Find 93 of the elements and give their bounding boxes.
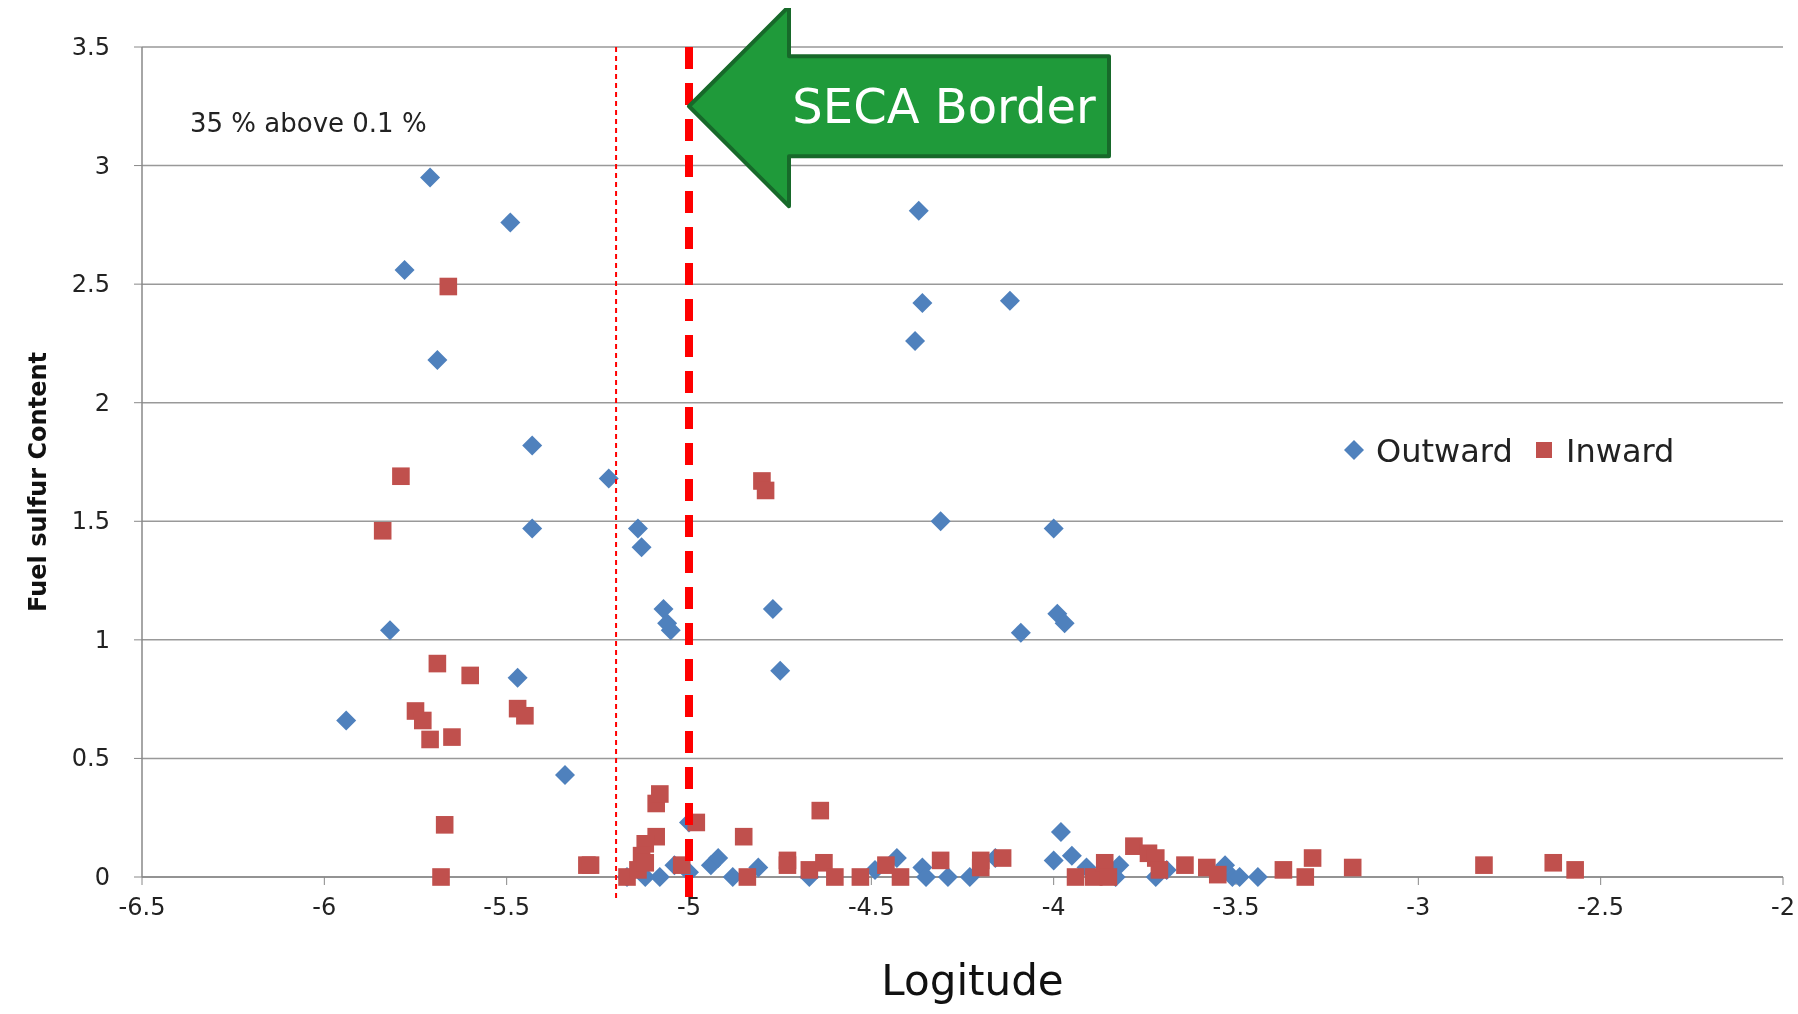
x-tick-label: -2 bbox=[1771, 893, 1795, 921]
point bbox=[770, 660, 791, 681]
point bbox=[916, 867, 937, 887]
point bbox=[1247, 867, 1268, 887]
y-tick-label: 3 bbox=[94, 151, 110, 180]
point bbox=[937, 867, 958, 887]
point bbox=[435, 816, 454, 834]
point bbox=[778, 856, 797, 874]
point bbox=[891, 868, 910, 886]
x-tick-label: -5.5 bbox=[483, 893, 531, 921]
point bbox=[555, 765, 576, 786]
y-tick-label: 2 bbox=[94, 388, 110, 417]
point bbox=[993, 849, 1012, 867]
point bbox=[627, 518, 648, 539]
point bbox=[738, 868, 757, 886]
annotation: SECA Border bbox=[792, 78, 1096, 135]
point bbox=[428, 654, 447, 673]
point bbox=[811, 801, 830, 820]
point bbox=[653, 599, 674, 620]
point bbox=[908, 200, 929, 221]
point bbox=[912, 293, 933, 314]
point bbox=[379, 620, 400, 641]
point bbox=[373, 521, 392, 540]
point bbox=[1208, 865, 1227, 884]
point bbox=[708, 848, 729, 869]
point bbox=[394, 259, 415, 280]
point bbox=[336, 710, 357, 731]
point bbox=[1043, 518, 1064, 539]
point bbox=[631, 537, 652, 558]
point bbox=[420, 167, 441, 188]
x-axis-title: Logitude bbox=[881, 956, 1064, 1005]
point bbox=[1566, 861, 1584, 879]
point bbox=[1050, 821, 1071, 842]
legend-label: Inward bbox=[1566, 432, 1675, 470]
point bbox=[971, 858, 990, 877]
point bbox=[439, 277, 458, 296]
point bbox=[826, 868, 844, 886]
point bbox=[651, 785, 669, 803]
x-tick-label: -3.5 bbox=[1212, 893, 1260, 921]
point bbox=[734, 827, 753, 846]
point bbox=[1150, 861, 1169, 879]
point bbox=[1343, 858, 1362, 877]
y-axis-title: Fuel sulfur Content bbox=[24, 352, 52, 612]
y-tick-label: 2.5 bbox=[71, 270, 110, 299]
point bbox=[461, 666, 479, 685]
point bbox=[598, 468, 619, 489]
point bbox=[392, 467, 410, 486]
point bbox=[1176, 856, 1194, 874]
x-tick-label: -5 bbox=[677, 893, 701, 921]
x-tick-label: -6.5 bbox=[118, 893, 166, 921]
point bbox=[413, 711, 432, 730]
x-tick-label: -4 bbox=[1041, 893, 1066, 921]
y-tick-label: 1.5 bbox=[71, 507, 110, 536]
point bbox=[1061, 845, 1082, 866]
point bbox=[1475, 856, 1493, 874]
point bbox=[649, 867, 670, 887]
point bbox=[877, 856, 895, 874]
point bbox=[1544, 853, 1563, 872]
point bbox=[930, 511, 951, 532]
point bbox=[1303, 849, 1322, 867]
point bbox=[1043, 850, 1064, 871]
point bbox=[1274, 861, 1293, 879]
point bbox=[1296, 868, 1315, 886]
x-tick-label: -2.5 bbox=[1577, 893, 1625, 921]
point bbox=[421, 730, 439, 749]
point bbox=[851, 868, 870, 886]
point bbox=[427, 350, 448, 371]
point bbox=[1066, 868, 1085, 886]
point bbox=[581, 856, 600, 874]
point bbox=[522, 435, 543, 456]
point bbox=[672, 856, 691, 874]
y-tick-label: 0 bbox=[94, 863, 110, 891]
x-tick-label: -3 bbox=[1406, 893, 1431, 921]
x-tick-label: -4.5 bbox=[847, 893, 895, 921]
point bbox=[931, 851, 950, 870]
legend-label: Outward bbox=[1376, 432, 1513, 470]
point bbox=[432, 868, 450, 886]
point bbox=[756, 481, 775, 500]
point bbox=[999, 290, 1020, 311]
y-tick-label: 3.5 bbox=[71, 33, 110, 61]
point bbox=[507, 667, 528, 688]
point bbox=[522, 518, 543, 539]
x-tick-label: -6 bbox=[312, 893, 337, 921]
point bbox=[500, 212, 521, 233]
point bbox=[443, 728, 461, 746]
point bbox=[1010, 622, 1031, 643]
point bbox=[762, 599, 783, 620]
y-tick-label: 0.5 bbox=[71, 744, 110, 773]
point bbox=[905, 331, 926, 352]
annotation: 35 % above 0.1 % bbox=[190, 108, 427, 138]
y-tick-label: 1 bbox=[94, 625, 110, 654]
point bbox=[1054, 613, 1075, 634]
point bbox=[815, 853, 833, 872]
